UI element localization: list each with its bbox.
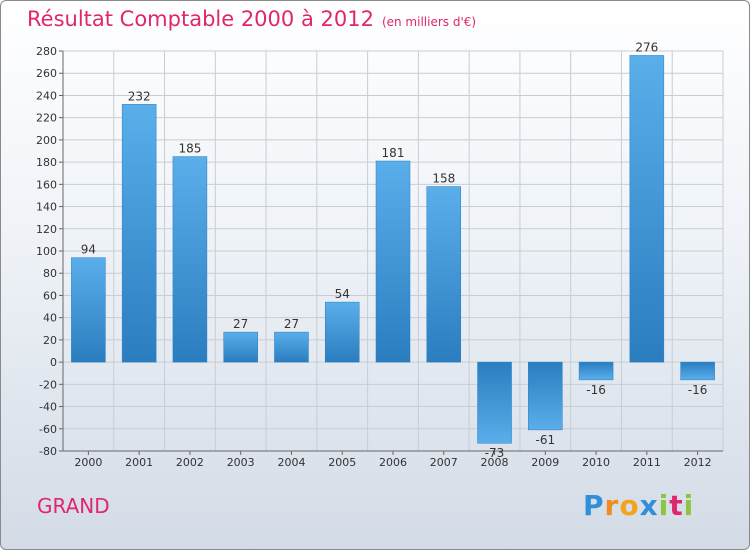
chart-title: Résultat Comptable 2000 à 2012 (en millie… bbox=[27, 7, 476, 31]
value-labels: 94 232 185 27 27 54 181 158 -73 -61 -16 276 -16 bbox=[81, 40, 708, 460]
value-label-2010: -16 bbox=[586, 383, 606, 397]
x-tick-label-2002: 2002 bbox=[176, 456, 204, 469]
value-label-2007: 158 bbox=[432, 172, 455, 186]
y-tick-label: -40 bbox=[39, 401, 57, 414]
x-tick-label-2007: 2007 bbox=[430, 456, 458, 469]
y-tick-label: 120 bbox=[36, 223, 57, 236]
value-label-2001: 232 bbox=[128, 89, 151, 103]
bar-2004 bbox=[274, 331, 309, 363]
y-tick-label: 80 bbox=[43, 267, 57, 280]
value-label-2000: 94 bbox=[81, 243, 96, 257]
bar-2005 bbox=[324, 301, 360, 363]
value-label-2004: 27 bbox=[284, 317, 299, 331]
x-tick-label-2004: 2004 bbox=[277, 456, 305, 469]
bar-2003 bbox=[223, 331, 258, 363]
chart-title-text: Résultat Comptable 2000 à 2012 bbox=[27, 7, 374, 31]
y-tick-label: -80 bbox=[39, 445, 57, 458]
y-tick-label: 140 bbox=[36, 201, 57, 214]
value-label-2008: -73 bbox=[485, 446, 505, 460]
y-tick-label: 260 bbox=[36, 67, 57, 80]
y-tick-label: 20 bbox=[43, 334, 57, 347]
x-tick-label-2008: 2008 bbox=[481, 456, 509, 469]
bar-2000 bbox=[71, 257, 106, 363]
y-tick-label: 0 bbox=[50, 356, 57, 369]
bar-2006 bbox=[375, 160, 411, 363]
x-tick-label-2006: 2006 bbox=[379, 456, 407, 469]
x-tick-label-2010: 2010 bbox=[582, 456, 610, 469]
bar-2007 bbox=[426, 186, 462, 363]
bars bbox=[71, 55, 715, 444]
x-tick-label-2005: 2005 bbox=[328, 456, 356, 469]
value-label-2012: -16 bbox=[688, 383, 708, 397]
bar-2010 bbox=[578, 361, 614, 381]
x-tick-label-2000: 2000 bbox=[74, 456, 102, 469]
y-tick-label: 240 bbox=[36, 89, 57, 102]
value-label-2011: 276 bbox=[635, 40, 658, 54]
bar-2008 bbox=[477, 361, 512, 444]
x-tick-label-2011: 2011 bbox=[633, 456, 661, 469]
value-label-2003: 27 bbox=[233, 317, 248, 331]
x-tick-label-2009: 2009 bbox=[531, 456, 559, 469]
chart-subtitle: (en milliers d'€) bbox=[381, 15, 477, 29]
y-tick-label: 100 bbox=[36, 245, 57, 258]
bar-2001 bbox=[121, 104, 157, 363]
value-label-2009: -61 bbox=[536, 433, 556, 447]
y-tick-label: -20 bbox=[39, 378, 57, 391]
y-tick-label: 200 bbox=[36, 134, 57, 147]
x-tick-label-2003: 2003 bbox=[227, 456, 255, 469]
bar-2011 bbox=[629, 55, 665, 363]
x-tick-label-2001: 2001 bbox=[125, 456, 153, 469]
bar-2009 bbox=[528, 361, 563, 431]
y-tick-label: 280 bbox=[36, 45, 57, 58]
y-tick-label: 180 bbox=[36, 156, 57, 169]
value-label-2002: 185 bbox=[178, 142, 201, 156]
x-tick-label-2012: 2012 bbox=[684, 456, 712, 469]
y-tick-label: 160 bbox=[36, 178, 57, 191]
y-tick-label: 220 bbox=[36, 112, 57, 125]
bar-2012 bbox=[680, 361, 715, 381]
axes: -80-60-40-200204060801001201401601802002… bbox=[36, 45, 723, 469]
value-label-2005: 54 bbox=[335, 287, 350, 301]
y-tick-label: 40 bbox=[43, 312, 57, 325]
y-tick-label: -60 bbox=[39, 423, 57, 436]
y-tick-label: 60 bbox=[43, 289, 57, 302]
value-label-2006: 181 bbox=[382, 146, 405, 160]
bar-2002 bbox=[172, 156, 208, 363]
commune-name: GRAND bbox=[37, 494, 110, 518]
proxiti-logo[interactable]: Proxiti bbox=[583, 489, 695, 522]
